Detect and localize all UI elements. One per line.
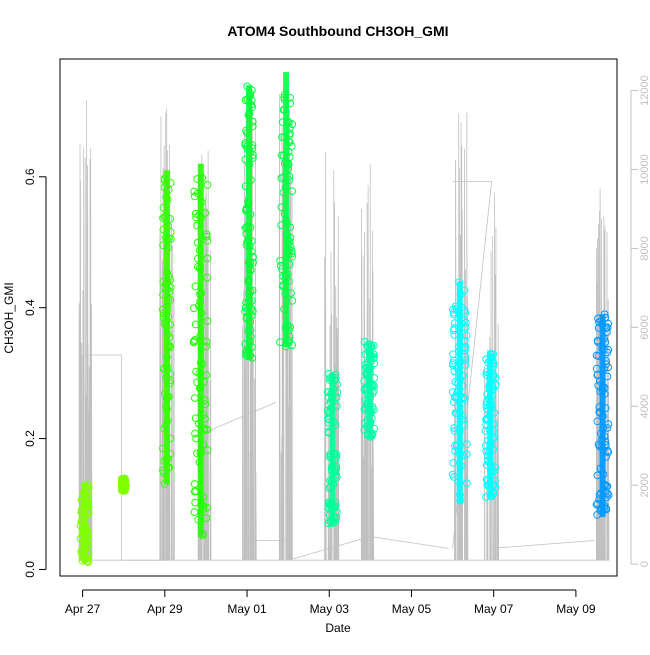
right-axis-series-layer [78, 93, 610, 561]
data-point [462, 450, 471, 459]
data-point-strip [246, 85, 253, 361]
data-point [190, 187, 199, 196]
data-point [462, 479, 471, 488]
y2-tick-label: 0 [639, 561, 650, 567]
y-tick-label: 0.6 [23, 168, 37, 185]
data-point-strip [599, 314, 606, 518]
y2-tick-label: 2000 [639, 473, 650, 497]
y-tick-label: 0.4 [23, 299, 37, 316]
data-point [190, 508, 199, 516]
x-tick-label: May 01 [227, 602, 267, 616]
data-point-strip [163, 170, 170, 485]
x-tick-label: Apr 27 [65, 602, 101, 616]
y2-series-line [78, 93, 610, 561]
y2-connector-line [491, 540, 595, 549]
x-tick-label: May 09 [556, 602, 596, 616]
data-point [203, 317, 212, 325]
y2-connector-line [288, 536, 371, 561]
axes-layer: Apr 27 Apr 29 May 01 May 03 May 05 May 07 May … [23, 75, 650, 616]
chart-title: ATOM4 Southbound CH3OH_GMI [227, 23, 448, 39]
data-point [448, 470, 457, 479]
y2-tick-label: 6000 [639, 315, 650, 339]
data-point-strip [120, 477, 127, 491]
data-point-strip [81, 484, 88, 563]
data-point [190, 304, 198, 313]
data-point [462, 331, 471, 340]
y2-tick-label: 4000 [639, 394, 650, 418]
x-axis-label: Date [325, 621, 351, 635]
data-point [462, 318, 470, 327]
points-layer [76, 72, 613, 566]
data-point [191, 429, 199, 438]
y2-connector-line [201, 401, 276, 435]
data-point [448, 361, 457, 369]
x-tick-label: May 07 [474, 602, 514, 616]
data-point [449, 459, 458, 467]
data-point-strip [283, 72, 290, 347]
x-tick-label: Apr 29 [147, 602, 183, 616]
data-point [448, 388, 457, 397]
data-point-strip [487, 353, 494, 498]
y2-tick-label: 10000 [639, 154, 650, 185]
data-point [190, 394, 199, 403]
data-point [462, 440, 471, 449]
data-point-strip [366, 340, 373, 439]
data-point [450, 331, 459, 339]
y-tick-label: 0.2 [23, 430, 37, 447]
y2-connector-line [370, 536, 449, 549]
plot-frame [59, 58, 618, 577]
data-point [203, 446, 212, 455]
data-point [190, 480, 199, 488]
data-point-strip [197, 163, 204, 537]
y2-tick-label: 12000 [639, 75, 650, 106]
data-point-strip [456, 281, 463, 504]
y2-tick-label: 8000 [639, 236, 650, 260]
x-tick-label: May 03 [310, 602, 350, 616]
data-point-strip [329, 373, 336, 524]
y-tick-label: 0.0 [23, 561, 37, 578]
data-point [190, 337, 198, 346]
data-point [203, 181, 212, 189]
y-axis-label: CH3OH_GMI [2, 282, 16, 353]
x-tick-label: May 05 [392, 602, 432, 616]
data-point [203, 254, 212, 263]
